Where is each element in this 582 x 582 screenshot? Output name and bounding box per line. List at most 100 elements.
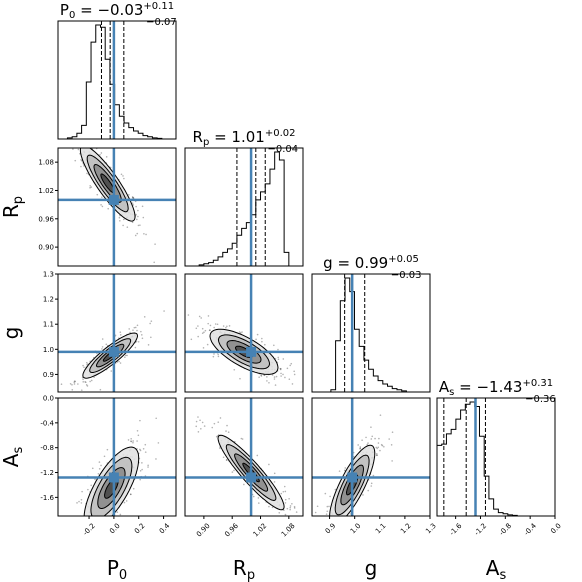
sample-point (106, 448, 109, 451)
ytick-label-Rp: 1.08 (38, 159, 54, 167)
truth-marker (108, 194, 119, 205)
sample-point (94, 145, 96, 147)
sample-point (77, 148, 80, 151)
sample-point (379, 414, 382, 416)
sample-point (383, 445, 385, 448)
sample-point (257, 502, 260, 504)
sample-point (136, 440, 138, 442)
sample-point (273, 472, 276, 475)
sample-point (69, 383, 72, 385)
sample-point (107, 518, 109, 520)
sample-point (219, 417, 222, 419)
sample-point (93, 376, 95, 378)
sample-point (284, 376, 286, 379)
sample-point (217, 353, 219, 356)
sample-point (83, 165, 85, 167)
panel-title-minus-P0: −0.07 (146, 17, 177, 28)
sample-point (376, 447, 378, 450)
sample-point (132, 197, 135, 199)
xtick-label-g: 1.2 (399, 522, 413, 536)
sample-point (275, 375, 278, 378)
sample-point (89, 380, 91, 383)
sample-point (81, 159, 83, 162)
sample-point (103, 455, 106, 458)
sample-point (135, 205, 137, 208)
sample-point (260, 375, 263, 377)
sample-point (344, 530, 346, 532)
xtick-label-P0: 0.4 (158, 521, 172, 535)
sample-point (119, 334, 122, 336)
sample-point (96, 518, 98, 520)
sample-point (70, 536, 72, 538)
sample-point (85, 361, 88, 364)
frame-P0-g (57, 273, 177, 393)
sample-point (141, 462, 143, 464)
sample-point (90, 484, 92, 487)
sample-point (326, 520, 328, 522)
sample-point (371, 435, 374, 438)
sample-point (295, 524, 297, 526)
frame-As (436, 397, 556, 517)
sample-point (143, 316, 146, 318)
sample-point (64, 394, 66, 396)
sample-point (136, 324, 139, 327)
sample-point (207, 315, 210, 317)
sample-point (126, 226, 129, 228)
sample-point (125, 500, 128, 502)
sample-point (280, 367, 282, 370)
sample-point (84, 381, 86, 383)
sample-point (284, 502, 287, 504)
sample-point (128, 328, 130, 330)
sample-point (370, 485, 373, 487)
sample-point (129, 493, 132, 496)
sample-point (82, 364, 84, 367)
sample-point (134, 346, 137, 349)
sample-point (124, 354, 127, 357)
sample-point (89, 542, 91, 544)
sample-point (227, 431, 230, 434)
sample-point (59, 536, 61, 538)
sample-point (330, 519, 332, 521)
sample-point (231, 471, 234, 473)
frame-Rp-g (184, 273, 304, 393)
sample-point (252, 495, 255, 498)
sample-point (147, 344, 150, 346)
sample-point (132, 197, 135, 199)
sample-point (225, 459, 228, 461)
xtick-label-As: 0.0 (549, 522, 563, 536)
sample-point (77, 383, 79, 385)
sample-point (201, 327, 204, 330)
frame-g-As (311, 397, 431, 517)
sample-point (80, 498, 83, 501)
sample-point (71, 388, 74, 391)
sample-point (388, 438, 390, 440)
sample-point (79, 142, 81, 144)
sample-point (86, 172, 88, 175)
sample-point (76, 546, 78, 548)
sample-point (71, 383, 73, 386)
sample-point (139, 449, 142, 452)
sample-point (84, 550, 86, 552)
truth-marker (108, 346, 119, 357)
sample-point (365, 436, 367, 439)
sample-point (137, 434, 140, 437)
sample-point (362, 494, 364, 496)
sample-point (209, 329, 211, 331)
sample-point (215, 435, 218, 438)
sample-point (336, 525, 338, 527)
sample-point (130, 440, 132, 442)
sample-point (98, 461, 101, 463)
hist-panel-Rp (184, 147, 304, 267)
sample-point (335, 520, 337, 522)
sample-point (293, 370, 295, 373)
sample-point (136, 232, 139, 235)
ytick-label-Rp: 1.02 (38, 187, 54, 195)
sample-point (100, 204, 102, 206)
sample-point (293, 373, 296, 376)
hist-step-As (436, 401, 555, 517)
hist-panel-g (311, 273, 431, 393)
sample-point (132, 441, 134, 444)
sample-point (90, 379, 93, 382)
sample-point (204, 329, 207, 332)
sample-point (290, 362, 293, 365)
